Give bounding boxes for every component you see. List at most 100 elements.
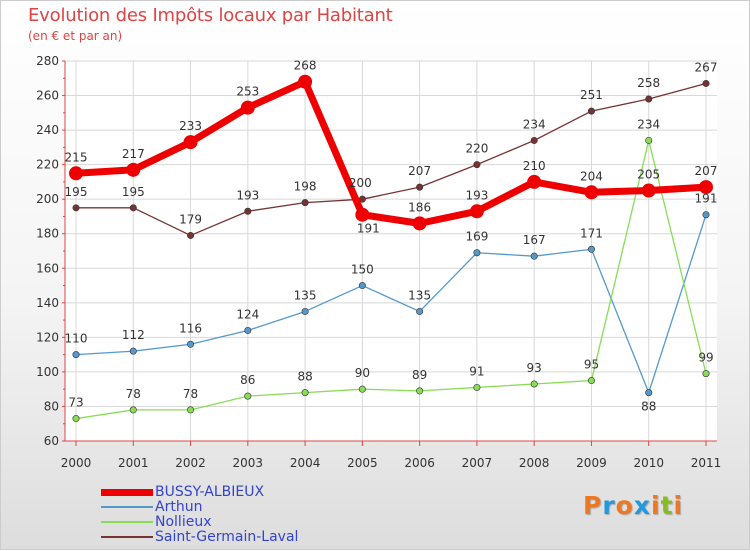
data-point — [641, 183, 656, 198]
data-point — [473, 383, 481, 391]
data-point — [530, 252, 538, 260]
data-point — [72, 351, 80, 359]
data-point — [72, 204, 80, 212]
data-label: 93 — [527, 361, 542, 375]
data-point — [587, 377, 595, 385]
data-label: 73 — [68, 396, 83, 410]
data-point — [183, 135, 198, 150]
logo-letter: x — [633, 491, 651, 520]
legend-swatch — [101, 521, 153, 523]
data-point — [301, 199, 309, 207]
x-tick-label: 2005 — [347, 456, 378, 470]
y-tick-label: 160 — [36, 261, 59, 275]
data-point — [358, 385, 366, 393]
x-tick-label: 2002 — [175, 456, 206, 470]
x-tick-label: 2004 — [290, 456, 321, 470]
data-point — [587, 245, 595, 253]
data-point — [584, 185, 599, 200]
data-label: 169 — [465, 230, 488, 244]
y-tick-label: 200 — [36, 192, 59, 206]
data-point — [187, 340, 195, 348]
data-point — [702, 79, 710, 87]
logo-letter: r — [602, 491, 616, 520]
legend-swatch — [101, 489, 153, 496]
y-tick-label: 120 — [36, 330, 59, 344]
data-point — [416, 387, 424, 395]
data-label: 210 — [523, 159, 546, 173]
data-label: 112 — [122, 328, 145, 342]
series-layer — [69, 74, 713, 423]
data-point — [473, 161, 481, 169]
x-tick-label: 2003 — [233, 456, 264, 470]
data-label: 207 — [695, 164, 718, 178]
data-point — [72, 415, 80, 423]
data-label: 186 — [408, 200, 431, 214]
data-label: 204 — [580, 169, 603, 183]
data-label: 217 — [122, 147, 145, 161]
legend-label: Arthun — [155, 499, 203, 515]
y-tick-label: 240 — [36, 123, 59, 137]
data-point — [702, 370, 710, 378]
y-tick-label: 180 — [36, 227, 59, 241]
logo-letter: P — [583, 491, 603, 520]
data-label: 195 — [122, 185, 145, 199]
chart-title: Evolution des Impôts locaux par Habitant — [28, 5, 393, 26]
y-tick-label: 280 — [36, 54, 59, 68]
logo-letter: i — [673, 491, 684, 520]
data-point — [645, 95, 653, 103]
data-label: 200 — [349, 176, 372, 190]
data-label: 268 — [294, 59, 317, 73]
x-tick-label: 2000 — [61, 456, 92, 470]
plot-background — [65, 61, 717, 441]
logo-letter: t — [660, 491, 674, 520]
data-label: 258 — [637, 76, 660, 90]
data-label: 234 — [523, 117, 546, 131]
data-point — [530, 380, 538, 388]
data-label: 207 — [408, 164, 431, 178]
proxiti-logo: Proxiti — [583, 491, 683, 520]
data-label: 198 — [294, 180, 317, 194]
x-tick-label: 2011 — [691, 456, 722, 470]
data-label: 150 — [351, 263, 374, 277]
data-point — [530, 136, 538, 144]
data-label: 88 — [297, 370, 312, 384]
data-point — [587, 107, 595, 115]
data-label: 86 — [240, 373, 255, 387]
data-point — [244, 326, 252, 334]
data-label: 267 — [695, 60, 718, 74]
data-label: 171 — [580, 226, 603, 240]
x-tick-label: 2008 — [519, 456, 550, 470]
data-label: 191 — [695, 192, 718, 206]
x-tick-label: 2009 — [576, 456, 607, 470]
y-tick-label: 80 — [44, 399, 59, 413]
data-point — [129, 204, 137, 212]
data-label: 95 — [584, 358, 599, 372]
data-label: 179 — [179, 212, 202, 226]
data-point — [527, 174, 542, 189]
data-point — [240, 100, 255, 115]
data-label: 78 — [126, 387, 141, 401]
data-point — [129, 347, 137, 355]
data-point — [416, 307, 424, 315]
data-point — [473, 249, 481, 257]
data-label: 191 — [357, 222, 380, 236]
data-label: 135 — [408, 288, 431, 302]
data-label: 193 — [236, 188, 259, 202]
x-tick-label: 2001 — [118, 456, 149, 470]
data-point — [187, 231, 195, 239]
series-line-arthun — [75, 214, 707, 394]
data-label: 89 — [412, 368, 427, 382]
data-point — [244, 207, 252, 215]
data-point — [702, 211, 710, 219]
data-label: 91 — [469, 364, 484, 378]
data-point — [645, 389, 653, 397]
data-point — [126, 162, 141, 177]
data-point — [298, 74, 313, 89]
y-tick-label: 140 — [36, 296, 59, 310]
data-label: 99 — [698, 351, 713, 365]
y-tick-label: 220 — [36, 158, 59, 172]
data-label: 78 — [183, 387, 198, 401]
data-label: 215 — [65, 150, 88, 164]
data-point — [244, 392, 252, 400]
